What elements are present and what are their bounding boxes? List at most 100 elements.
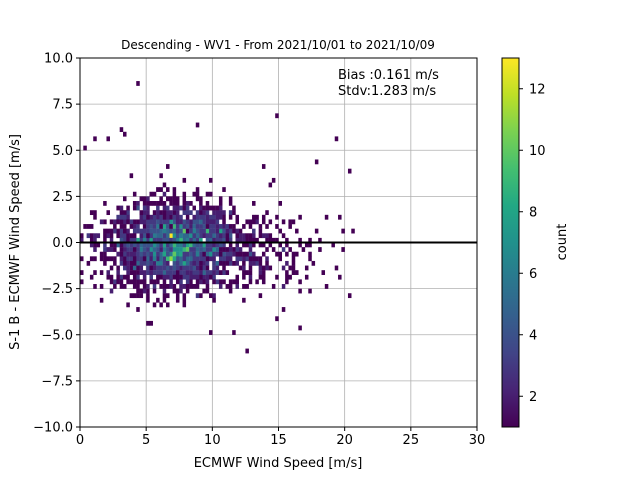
heatmap-cell — [106, 270, 110, 275]
heatmap-cell — [126, 256, 130, 262]
heatmap-cell — [192, 233, 196, 239]
heatmap-cell — [149, 224, 153, 229]
heatmap-cell — [248, 233, 253, 239]
heatmap-cell — [189, 200, 193, 206]
heatmap-cell — [202, 274, 206, 280]
heatmap-cell — [149, 251, 153, 257]
heatmap-cell — [132, 265, 137, 271]
heatmap-cell — [146, 297, 150, 303]
heatmap-cell — [106, 228, 110, 234]
heatmap-cell — [185, 233, 190, 239]
heatmap-cell — [149, 320, 153, 326]
heatmap-cell — [285, 270, 289, 275]
heatmap-cell — [281, 233, 286, 239]
y-tick-label: 7.5 — [52, 98, 73, 113]
heatmap-cell — [182, 196, 187, 202]
heatmap-cell — [119, 284, 124, 289]
heatmap-cell — [192, 256, 196, 262]
heatmap-cell — [129, 219, 134, 225]
heatmap-cell — [169, 233, 173, 239]
heatmap-cell — [106, 247, 110, 252]
heatmap-cell — [96, 233, 101, 239]
heatmap-cell — [103, 219, 107, 225]
heatmap-cell — [119, 224, 124, 229]
heatmap-cell — [189, 224, 193, 229]
heatmap-cell — [152, 265, 157, 271]
heatmap-cell — [304, 265, 309, 271]
heatmap-cell — [152, 302, 157, 308]
heatmap-cell — [288, 274, 292, 280]
heatmap-cell — [268, 182, 273, 188]
heatmap-cell — [152, 228, 157, 234]
heatmap-cell — [159, 187, 163, 192]
heatmap-cell — [199, 205, 203, 211]
heatmap-cell — [146, 228, 150, 234]
heatmap-cell — [159, 173, 163, 179]
heatmap-cell — [185, 256, 190, 262]
heatmap-cell — [222, 214, 226, 220]
heatmap-cell — [146, 237, 150, 243]
heatmap-cell — [189, 256, 193, 262]
heatmap-cell — [275, 214, 279, 220]
heatmap-cell — [199, 237, 203, 243]
heatmap-cell — [235, 274, 239, 280]
heatmap-cell — [202, 224, 206, 229]
heatmap-cell — [119, 279, 124, 285]
heatmap-cell — [212, 260, 216, 266]
heatmap-cell — [116, 274, 120, 280]
heatmap-cell — [218, 237, 223, 243]
heatmap-cell — [146, 265, 150, 271]
heatmap-cell — [169, 224, 173, 229]
heatmap-cell — [146, 214, 150, 220]
heatmap-cell — [113, 256, 117, 262]
heatmap-cell — [252, 242, 256, 248]
heatmap-cell — [182, 210, 187, 216]
y-tick-label: 10.0 — [44, 52, 73, 67]
heatmap-cell — [119, 233, 124, 239]
heatmap-cell — [265, 237, 269, 243]
heatmap-cell — [195, 187, 200, 192]
heatmap-cell — [245, 251, 249, 257]
heatmap-cell — [248, 260, 253, 266]
heatmap-cell — [146, 284, 150, 289]
heatmap-cell — [192, 228, 196, 234]
heatmap-cell — [195, 279, 200, 285]
heatmap-cell — [281, 307, 286, 312]
heatmap-cell — [146, 233, 150, 239]
heatmap-cell — [166, 293, 170, 299]
heatmap-cell — [132, 242, 137, 248]
heatmap-cell — [347, 168, 352, 174]
heatmap-cell — [225, 284, 230, 289]
heatmap-cell — [179, 251, 183, 257]
heatmap-cell — [265, 224, 269, 229]
heatmap-cell — [225, 237, 230, 243]
heatmap-cell — [275, 224, 279, 229]
heatmap-cell — [212, 214, 216, 220]
y-tick-label: −5.0 — [41, 328, 73, 343]
y-tick-label: 5.0 — [52, 144, 73, 159]
heatmap-cell — [271, 177, 276, 183]
heatmap-cell — [169, 228, 173, 234]
heatmap-cell — [129, 251, 134, 257]
heatmap-cell — [318, 237, 322, 243]
heatmap-cell — [185, 200, 190, 206]
heatmap-cell — [152, 191, 157, 197]
heatmap-cell — [232, 210, 236, 216]
heatmap-cell — [199, 228, 203, 234]
heatmap-cell — [146, 251, 150, 257]
heatmap-cell — [123, 237, 127, 243]
heatmap-cell — [255, 256, 259, 262]
heatmap-cell — [242, 270, 246, 275]
heatmap-cell — [275, 237, 279, 243]
heatmap-cell — [162, 247, 167, 252]
heatmap-cell — [195, 293, 200, 299]
heatmap-cell — [238, 251, 243, 257]
heatmap-cell — [281, 247, 286, 252]
heatmap-cell — [103, 260, 107, 266]
heatmap-cell — [172, 284, 177, 289]
heatmap-cell — [192, 205, 196, 211]
heatmap-cell — [265, 247, 269, 252]
heatmap-cell — [179, 224, 183, 229]
heatmap-cell — [225, 228, 230, 234]
heatmap-cell — [152, 260, 157, 266]
